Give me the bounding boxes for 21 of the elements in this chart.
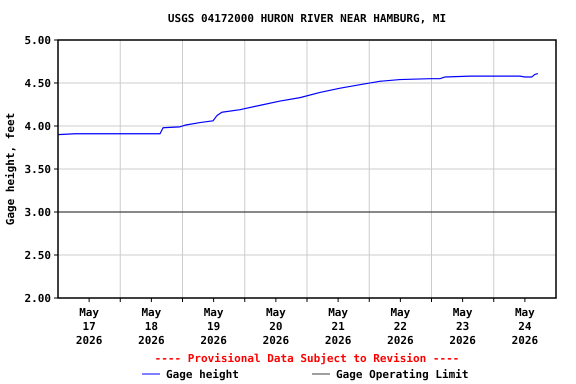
y-tick-label: 3.00 [24,206,51,219]
x-tick-label: May 22 2026 [387,306,414,347]
x-tick-label: May 21 2026 [324,306,352,347]
x-tick-label: May 19 2026 [200,306,228,347]
line-series [57,72,538,136]
chart-title: USGS 04172000 HURON RIVER NEAR HAMBURG, MI [168,12,446,25]
y-tick-label: 5.00 [24,34,51,47]
x-tick-label: May 18 2026 [138,306,165,347]
x-tick-label: May 24 2026 [512,306,538,347]
y-tick-label: 4.00 [24,120,51,133]
legend-label: Gage Operating Limit [336,368,468,381]
text: ---- Provisional Data Subject to Revision ---- [154,352,460,365]
x-tick-label: May 23 2026 [449,306,476,347]
y-axis-title: Gage height, feet [4,112,17,226]
y-tick-label: 4.50 [24,76,51,90]
y-tick-label: 2.50 [24,248,51,262]
legend-label: Gage height [166,368,239,381]
x-tick-label: May 17 2026 [76,306,103,347]
y-tick-label: 2.00 [24,292,51,305]
x-tick-label: May 20 2026 [262,306,290,347]
y-tick-label: 3.50 [24,162,51,176]
